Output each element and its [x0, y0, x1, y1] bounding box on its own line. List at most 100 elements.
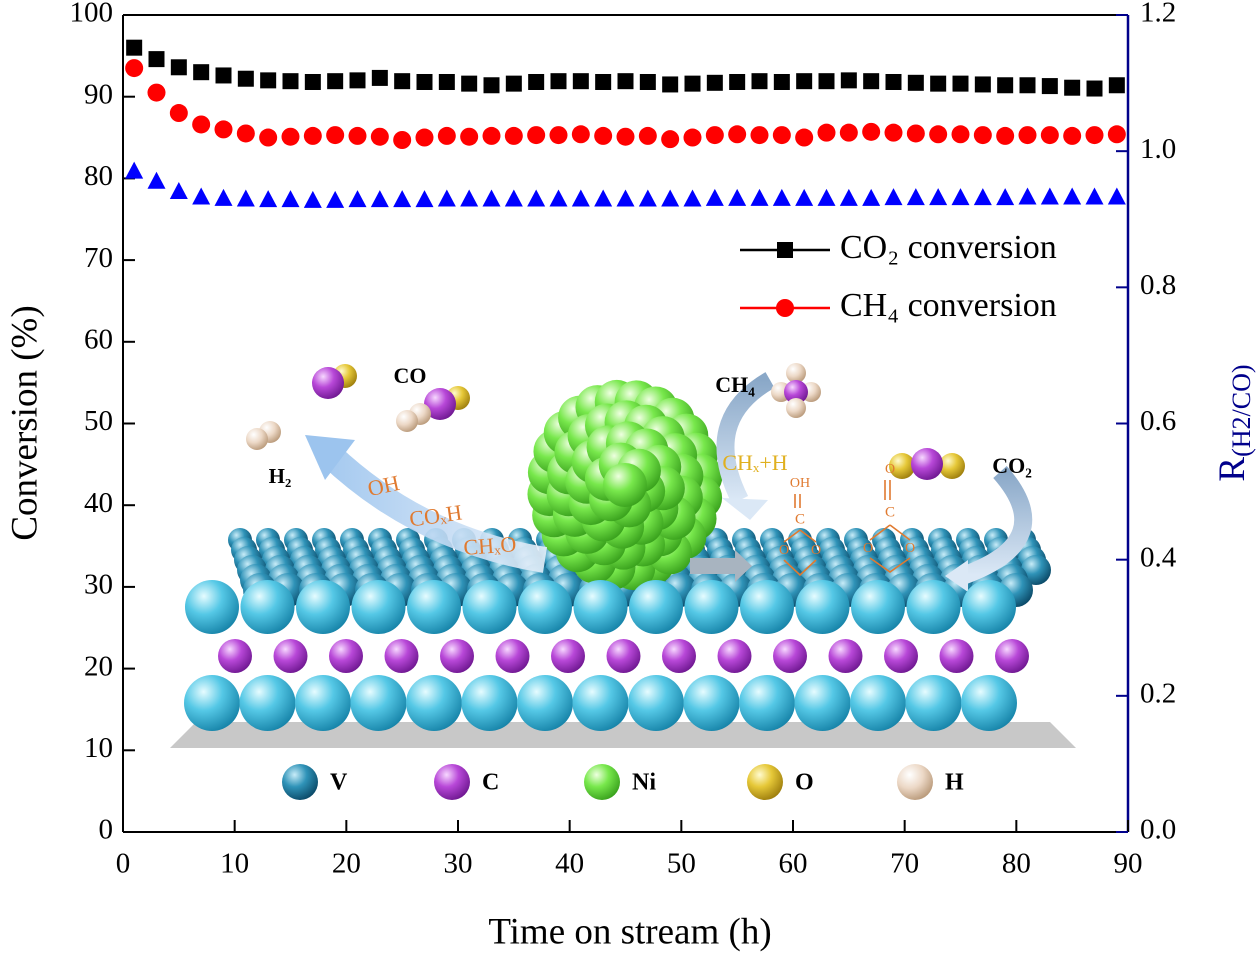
atom: [962, 580, 1016, 634]
marker: [595, 73, 612, 90]
atom: [461, 675, 518, 731]
inset-label: CO: [394, 363, 427, 388]
atom: [518, 580, 572, 634]
inset-label: CHₓO: [463, 531, 517, 560]
marker: [304, 73, 321, 90]
y-tick-label: 50: [84, 405, 113, 437]
marker: [974, 76, 991, 93]
atom: [239, 675, 296, 731]
atom: [773, 639, 807, 673]
marker: [594, 126, 613, 145]
legend-marker: [776, 299, 794, 317]
marker: [237, 70, 254, 87]
arrow: [961, 466, 1033, 584]
marker: [147, 171, 166, 189]
x-tick-label: 50: [667, 848, 696, 880]
marker: [706, 74, 723, 91]
atom: [218, 639, 252, 673]
marker: [638, 189, 657, 207]
inset-legend-label: O: [795, 770, 814, 796]
y2-tick-label: 0.6: [1140, 405, 1176, 437]
marker: [617, 73, 634, 90]
marker: [751, 73, 768, 90]
y-tick-label: 70: [84, 242, 113, 274]
inset-label: CO₂: [992, 453, 1032, 478]
marker: [997, 77, 1014, 94]
marker: [236, 189, 255, 207]
inset-label: C: [885, 504, 895, 520]
inset-legend-label: C: [482, 770, 499, 796]
y2-tick-label: 0.2: [1140, 677, 1176, 709]
marker: [505, 75, 522, 92]
marker: [639, 73, 656, 90]
marker: [437, 189, 456, 207]
marker: [1064, 79, 1081, 96]
marker: [1085, 126, 1104, 145]
marker: [750, 126, 769, 145]
marker: [1040, 126, 1059, 145]
marker: [528, 73, 545, 90]
marker: [795, 188, 814, 206]
marker: [772, 126, 791, 145]
molecule-atom: [786, 398, 806, 418]
marker: [482, 189, 501, 207]
marker: [282, 73, 299, 90]
atom: [184, 675, 240, 731]
marker: [705, 126, 724, 145]
marker: [192, 115, 211, 134]
x-tick-label: 30: [444, 848, 473, 880]
marker: [259, 128, 278, 147]
y-tick-label: 10: [84, 732, 113, 764]
y2-label-main: R: [1212, 457, 1253, 482]
marker: [951, 188, 970, 206]
inset-label: O: [905, 541, 915, 556]
marker: [839, 123, 858, 142]
atom: [329, 639, 363, 673]
marker: [616, 189, 635, 207]
x-tick-label: 0: [116, 848, 131, 880]
x-tick-label: 20: [332, 848, 361, 880]
molecule-atom: [312, 367, 344, 399]
marker: [303, 190, 322, 208]
inset-label: O: [863, 541, 873, 556]
marker: [638, 126, 657, 145]
marker: [863, 73, 880, 90]
marker: [125, 161, 144, 179]
arrow-head: [945, 560, 968, 592]
x-tick-label: 10: [220, 848, 249, 880]
atom: [684, 580, 739, 634]
arrow: [716, 372, 775, 505]
marker: [215, 67, 232, 84]
marker: [1086, 80, 1103, 97]
inset-label: H₂: [269, 464, 292, 488]
marker: [951, 125, 970, 144]
marker: [1019, 77, 1036, 94]
marker: [192, 187, 211, 205]
atom: [407, 580, 461, 634]
molecule-atom: [424, 388, 456, 420]
atom: [906, 580, 961, 634]
atom: [795, 580, 850, 634]
atom: [739, 675, 795, 731]
atom: [350, 675, 407, 731]
bond: [799, 529, 817, 543]
marker: [952, 75, 969, 92]
atom: [606, 639, 641, 673]
atom: [905, 675, 962, 731]
atom: [440, 639, 474, 673]
atom: [939, 639, 974, 673]
marker: [169, 182, 188, 200]
marker: [594, 189, 613, 207]
atom: [662, 639, 696, 673]
legend-atom: [584, 764, 620, 800]
inset-label: O: [779, 543, 789, 558]
y2-tick-label: 1.0: [1140, 133, 1176, 165]
marker: [728, 188, 747, 206]
marker: [281, 127, 300, 146]
marker: [1108, 77, 1125, 94]
atom: [603, 463, 647, 507]
atom: [740, 580, 794, 634]
atom: [961, 675, 1017, 731]
marker: [148, 51, 165, 68]
molecule-atom: [939, 453, 965, 479]
